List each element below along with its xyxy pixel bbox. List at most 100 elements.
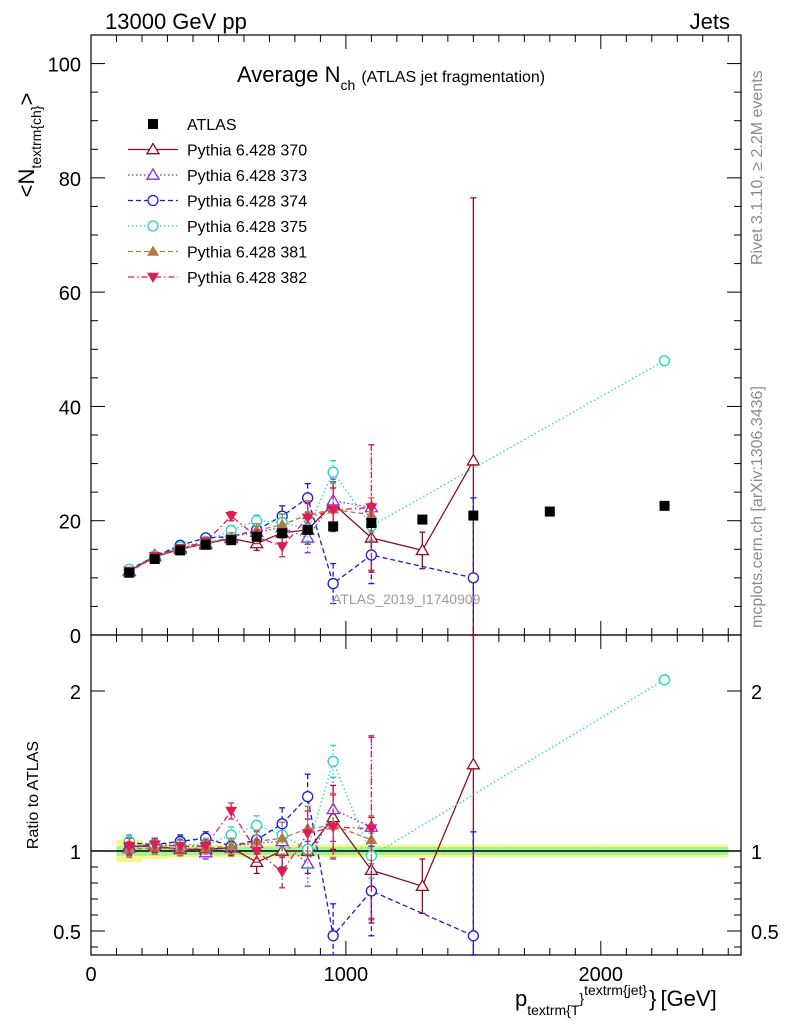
x-tick-label: 0 [85,964,96,986]
data-point [148,840,161,851]
legend-label: Pythia 6.428 375 [187,219,307,236]
data-point [200,539,211,550]
series-pythia-6-428-374 [123,482,480,636]
x-tick-label: 1000 [324,964,369,986]
data-point [417,514,428,525]
data-point [365,833,378,844]
ylabel-end: > [14,93,39,106]
data-point [276,832,289,843]
legend-label: Pythia 6.428 381 [187,245,307,262]
data-point [327,505,340,516]
ratio-y-tick-label-right: 2 [751,682,762,704]
side-note-rivet: Rivet 3.1.10, ≥ 2.2M events [749,70,766,265]
data-point [327,930,339,942]
legend-marker [147,194,159,207]
analysis-watermark: ATLAS_2019_I1740909 [332,591,481,607]
legend-marker [147,220,159,232]
y-tick-label: 20 [59,512,81,534]
series-line [129,808,372,865]
series-line [129,824,372,851]
x-tick-label: 2000 [579,964,624,986]
data-point [276,867,289,878]
data-point [123,842,136,853]
data-point [466,453,481,466]
header-right: Jets [690,9,730,34]
data-point [149,554,160,564]
data-point [225,511,238,523]
legend-label: Pythia 6.428 370 [187,143,307,160]
side-note-mcplots: mcplots.cern.ch [arXiv:1306.3436] [749,386,766,628]
top-y-axis-label: <Ntextrm{ch}> [14,93,44,198]
data-point [277,528,288,539]
data-point [544,506,555,517]
legend-marker [145,167,161,180]
top-axis-ticks: 0 20 40 60 80 100 [48,35,741,648]
ratio-y-tick-label-right: 0.5 [751,922,779,944]
legend-marker [148,119,158,129]
ratio-y-axis-label: Ratio to ATLAS [25,741,42,849]
xlabel-unit: [GeV] [660,986,716,1011]
xlabel-brace: } [579,990,584,1006]
series-pythia-6-428-373 [122,735,379,919]
x-axis-label: ptextrm{T}textrm{jet}} [GeV] [515,982,717,1018]
ratio-y-tick-label: 1 [70,842,81,864]
data-point [365,503,378,514]
data-point [175,545,186,556]
xlabel-sub: textrm{T [527,1002,580,1018]
series-pythia-6-428-381 [123,486,378,577]
data-point [327,822,340,833]
legend-label: Pythia 6.428 374 [187,194,307,211]
data-point [301,513,314,524]
data-point [249,854,264,868]
legend-label: ATLAS [187,117,237,134]
data-point [659,500,670,511]
xlabel-main: p [515,986,527,1011]
y-tick-label: 40 [59,397,81,419]
data-point [251,819,263,832]
legend-item: Pythia 6.428 382 [128,270,307,287]
data-point [327,577,339,590]
title-sub: ch [341,77,356,93]
data-point [327,466,339,478]
ratio-series-layer [122,634,671,956]
data-point [302,790,314,803]
series-pythia-6-428-382 [123,444,378,577]
data-point [226,535,237,546]
ratio-panel-frame [90,634,742,956]
series-line [129,809,372,873]
legend-marker [147,245,159,256]
data-point [658,355,671,367]
series-pythia-6-428-374 [123,773,480,956]
data-point [250,846,263,857]
ratio-axis-ticks: 0.5 0.5 1 1 2 2 0 1000 2000 [53,635,779,986]
legend-item: Pythia 6.428 370 [128,142,307,160]
ylabel-sub: textrm{ch} [28,105,44,168]
series-pythia-6-428-382 [123,736,378,921]
series-line [128,506,372,572]
data-point [251,531,262,542]
title-note: (ATLAS jet fragmentation) [361,69,545,86]
y-tick-label: 0 [70,626,81,648]
data-point [466,757,481,770]
series-line [129,679,665,857]
data-point [327,755,339,768]
ratio-y-tick-label: 2 [70,682,81,704]
top-series-layer [122,197,671,636]
legend-marker [145,142,161,155]
legend-marker [147,272,159,283]
legend-item: Pythia 6.428 381 [128,245,307,262]
legend-item: ATLAS [148,117,237,134]
y-tick-label: 60 [59,283,81,305]
ylabel-main: <N [14,169,39,198]
y-tick-label: 100 [48,55,81,77]
series-pythia-6-428-370 [122,197,481,636]
data-point [276,542,289,553]
data-point [225,806,238,817]
data-point [366,518,377,528]
data-point [328,521,339,532]
data-point [225,840,238,851]
legend-item: Pythia 6.428 373 [128,167,307,185]
ratio-uncertainty-band [91,839,741,863]
series-atlas [124,500,670,578]
